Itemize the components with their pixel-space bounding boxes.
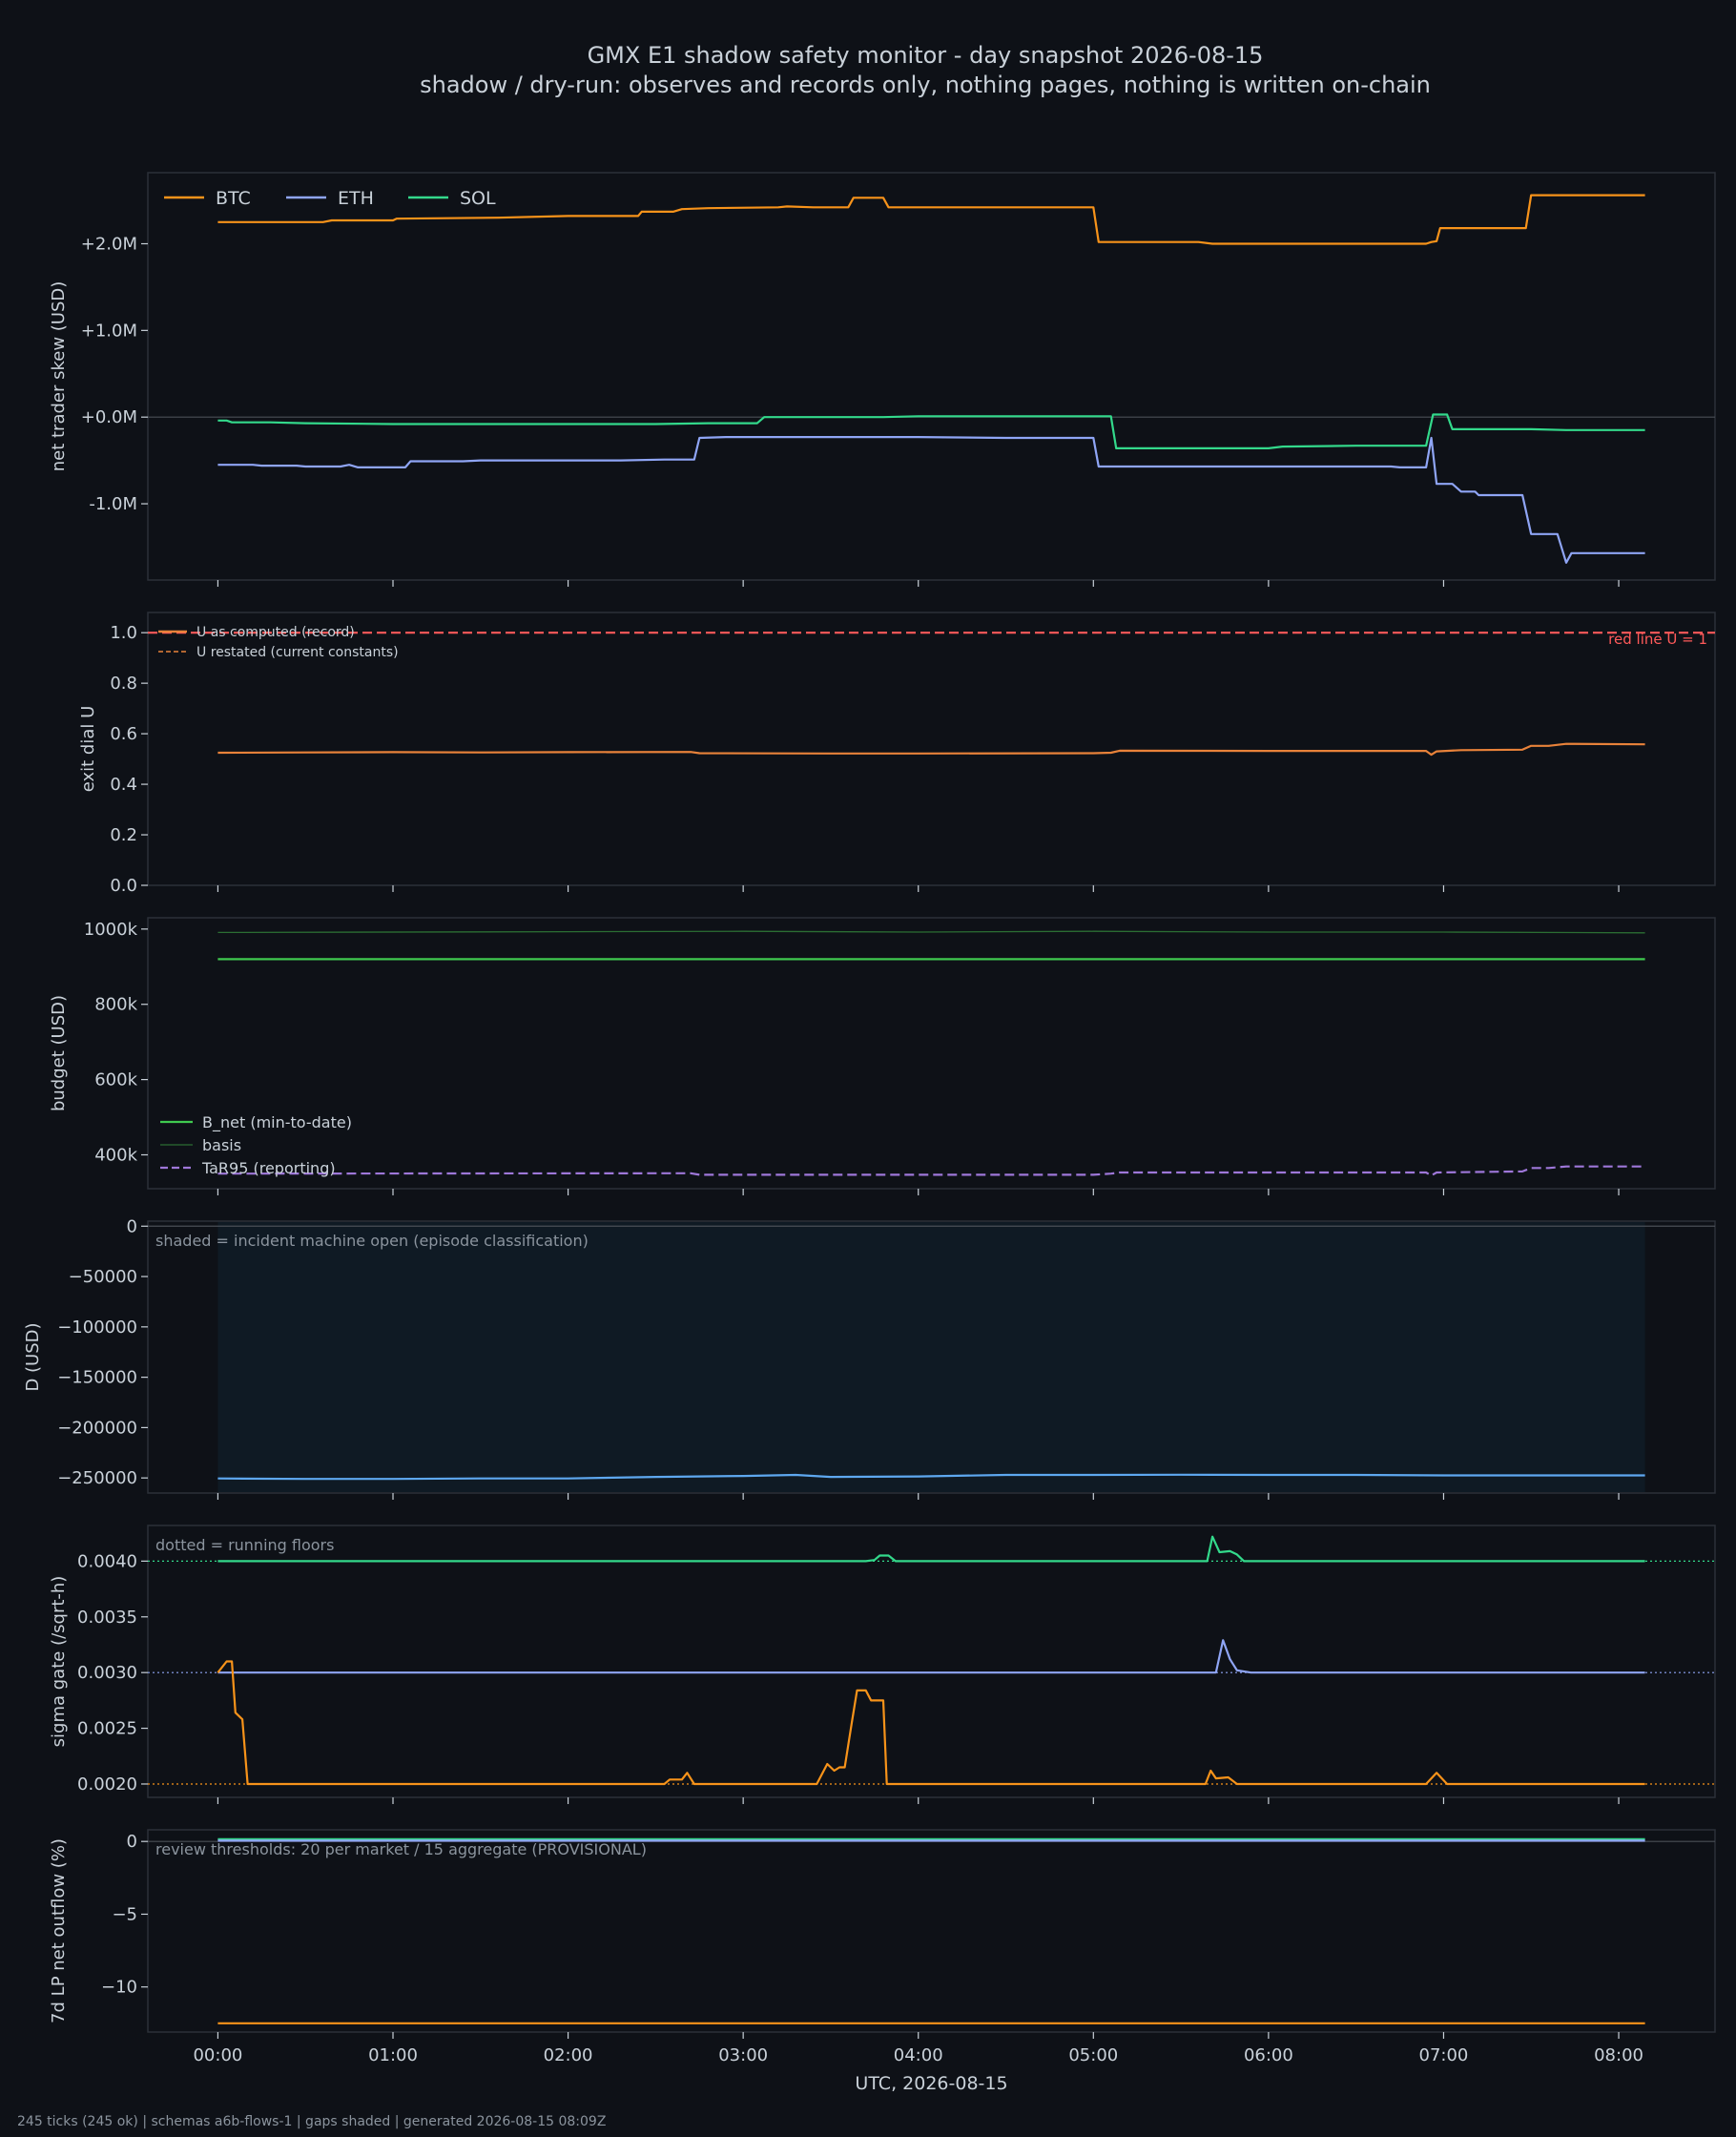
y-tick-label: −250000 (57, 1468, 137, 1488)
y-axis-label: 7d LP net outflow (%) (49, 1838, 69, 2023)
y-tick-label: 600k (94, 1070, 137, 1090)
y-tick-label: 1.0 (110, 623, 137, 643)
y-tick-label: 0.4 (110, 775, 137, 795)
y-tick-label: −50000 (69, 1267, 137, 1287)
y-tick-label: 0.6 (110, 724, 137, 744)
shaded-span (217, 1222, 1645, 1492)
figure-footer: 245 ticks (245 ok) | schemas a6b-flows-1… (17, 2114, 606, 2129)
panel-frame (147, 1829, 1716, 2033)
legend-label: SOL (460, 188, 496, 209)
panels-group: -1.0M +0.0M +1.0M +2.0M net trader skew (USD… (23, 172, 1716, 2094)
x-tick-label: 02:00 (544, 2045, 593, 2065)
y-tick-label: -1.0M (89, 494, 137, 514)
y-tick-label: −10 (101, 1978, 137, 1998)
series-line-sol (217, 413, 1645, 449)
y-tick-label: −200000 (57, 1418, 137, 1438)
series-group (217, 194, 1645, 564)
y-tick-label: 0.0 (110, 876, 137, 896)
y-tick-label: 0.0020 (77, 1774, 137, 1795)
series-group (217, 930, 1645, 1177)
y-tick-label: 0 (127, 1216, 137, 1236)
y-tick-label: 0.0035 (77, 1608, 137, 1628)
x-tick-label: 05:00 (1068, 2045, 1118, 2065)
series-line-btc (217, 194, 1645, 245)
series-group (217, 1837, 1645, 2024)
y-tick-label: +2.0M (81, 234, 137, 254)
y-axis-label: sigma gate (/sqrt-h) (49, 1576, 69, 1748)
panel-frame (147, 172, 1716, 581)
y-axis-label: exit dial U (78, 706, 98, 793)
red-line-annotation: red line U = 1 (1608, 631, 1707, 648)
y-tick-label: −150000 (57, 1368, 137, 1388)
series-line-basis (217, 930, 1645, 934)
y-tick-label: 800k (94, 995, 137, 1015)
y-tick-label: −5 (112, 1904, 137, 1924)
panel-frame (147, 612, 1716, 886)
panel-lp_outflow: −10 −5 0 7d LP net outflow (%) 00:00 01:00 02:… (49, 1829, 1716, 2094)
x-tick-label: 06:00 (1244, 2045, 1293, 2065)
legend-entry: U as computed (record) (158, 625, 355, 640)
y-axis-label: D (USD) (23, 1322, 43, 1391)
series-line-u-as-computed-record (217, 742, 1645, 757)
panel-frame (147, 917, 1716, 1190)
figure-subtitle: shadow / dry-run: observes and records o… (420, 72, 1431, 98)
legend-entry: BTC (164, 188, 251, 209)
y-tick-label: 0.0040 (77, 1551, 137, 1571)
legend-entry: ETH (286, 188, 374, 209)
panel-skew: -1.0M +0.0M +1.0M +2.0M net trader skew (USD… (49, 172, 1716, 587)
x-tick-label: 08:00 (1594, 2045, 1643, 2065)
series-group (148, 1535, 1715, 1786)
series-line-eth (217, 436, 1645, 564)
panel-annotation: shaded = incident machine open (episode … (155, 1232, 589, 1250)
legend-label: U restated (current constants) (196, 645, 399, 660)
legend-label: BTC (216, 188, 251, 209)
x-tick-label: 01:00 (368, 2045, 418, 2065)
panel-sigma_gate: 0.0020 0.0025 0.0030 0.0035 0.0040 sigma gate… (49, 1525, 1716, 1804)
y-tick-label: 400k (94, 1146, 137, 1166)
panel-annotation: review thresholds: 20 per market / 15 ag… (155, 1840, 647, 1858)
y-tick-label: 0.8 (110, 674, 137, 694)
legend-entry: TaR95 (reporting) (160, 1159, 336, 1177)
figure-title: GMX E1 shadow safety monitor - day snaps… (588, 42, 1264, 69)
legend-entry: B_net (min-to-date) (160, 1113, 352, 1132)
legend-entry: SOL (408, 188, 496, 209)
legend-label: basis (202, 1136, 241, 1154)
y-tick-label: −100000 (57, 1317, 137, 1338)
x-tick-label: 04:00 (894, 2045, 943, 2065)
y-tick-label: 0.0025 (77, 1719, 137, 1739)
y-tick-label: +1.0M (81, 321, 137, 341)
y-tick-label: 0.0030 (77, 1663, 137, 1683)
y-tick-label: 0 (127, 1832, 137, 1852)
panel-drawdown: −250000 −200000 −150000 −100000 −50000 0 D (US… (23, 1216, 1716, 1500)
y-tick-label: 0.2 (110, 825, 137, 845)
panel-exit_dial: 0.0 0.2 0.4 0.6 0.8 1.0 exit dial U red line U … (78, 612, 1716, 896)
y-tick-label: 1000k (84, 920, 138, 940)
x-tick-label: 07:00 (1419, 2045, 1469, 2065)
legend-label: U as computed (record) (196, 625, 355, 640)
series-line-tar95-reporting (217, 1165, 1645, 1177)
legend-entry: U restated (current constants) (158, 645, 399, 660)
x-tick-label: 00:00 (193, 2045, 242, 2065)
series-group (148, 632, 1715, 757)
series-line-btc (217, 1660, 1645, 1786)
y-axis-label: net trader skew (USD) (49, 281, 69, 472)
panel-budget: 400k 600k 800k 1000k budget (USD) B_net (min-… (49, 917, 1716, 1195)
series-line-d (217, 1473, 1645, 1481)
panel-frame (147, 1525, 1716, 1798)
y-axis-label: budget (USD) (49, 995, 69, 1111)
x-tick-label: 03:00 (718, 2045, 768, 2065)
panel-annotation: dotted = running floors (155, 1536, 334, 1554)
x-axis-label: UTC, 2026-08-15 (855, 2073, 1007, 2094)
legend-entry: basis (160, 1136, 241, 1154)
series-group (217, 1473, 1645, 1481)
y-tick-label: +0.0M (81, 407, 137, 427)
legend-label: ETH (338, 188, 374, 209)
legend-label: TaR95 (reporting) (201, 1159, 336, 1177)
legend-label: B_net (min-to-date) (202, 1113, 352, 1132)
